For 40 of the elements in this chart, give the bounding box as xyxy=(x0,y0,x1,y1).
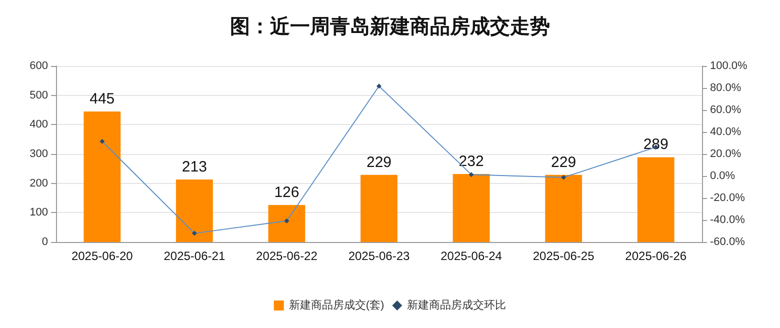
y2-tick-label: -20.0% xyxy=(710,192,746,204)
chart-title: 图：近一周青岛新建商品房成交走势 xyxy=(230,15,550,38)
y-tick-label: 0 xyxy=(42,236,48,248)
x-tick-label: 2025-06-21 xyxy=(164,249,226,263)
legend-label: 新建商品房成交(套) xyxy=(288,298,384,312)
y2-tick-label: -60.0% xyxy=(710,236,746,248)
data-label: 229 xyxy=(551,154,576,171)
x-tick-label: 2025-06-25 xyxy=(532,249,595,263)
bar xyxy=(268,205,306,242)
y2-tick-label: 60.0% xyxy=(710,104,742,116)
y2-tick-label: -40.0% xyxy=(710,214,746,226)
y-tick-label: 200 xyxy=(30,177,48,190)
data-label: 126 xyxy=(274,184,300,202)
data-label: 213 xyxy=(182,158,207,176)
bar xyxy=(452,174,490,242)
bar xyxy=(176,180,213,242)
y2-tick-label: 80.0% xyxy=(710,82,742,94)
y-tick-label: 500 xyxy=(30,89,48,102)
y2-tick-label: 40.0% xyxy=(710,126,742,138)
data-label: 232 xyxy=(458,152,484,170)
data-label: 445 xyxy=(90,90,115,108)
x-tick-label: 2025-06-26 xyxy=(625,249,687,263)
y-tick-label: 100 xyxy=(30,206,48,219)
y2-tick-label: 20.0% xyxy=(710,148,742,160)
data-label: 229 xyxy=(366,154,392,171)
y2-tick-label: 100.0% xyxy=(710,60,748,72)
bar xyxy=(545,174,582,242)
bar xyxy=(84,111,121,242)
data-label: 289 xyxy=(643,136,668,154)
y-tick-label: 300 xyxy=(30,148,48,160)
y2-tick-label: 0.0% xyxy=(710,170,736,182)
legend-label: 新建商品房成交环比 xyxy=(407,298,506,312)
x-tick-label: 2025-06-22 xyxy=(256,249,318,263)
bar xyxy=(360,174,398,242)
y-tick-label: 400 xyxy=(30,118,48,131)
x-tick-label: 2025-06-24 xyxy=(440,249,502,263)
x-tick-label: 2025-06-23 xyxy=(348,249,410,263)
bar xyxy=(637,157,674,242)
x-tick-label: 2025-06-20 xyxy=(71,249,134,263)
y-tick-label: 600 xyxy=(30,60,48,72)
